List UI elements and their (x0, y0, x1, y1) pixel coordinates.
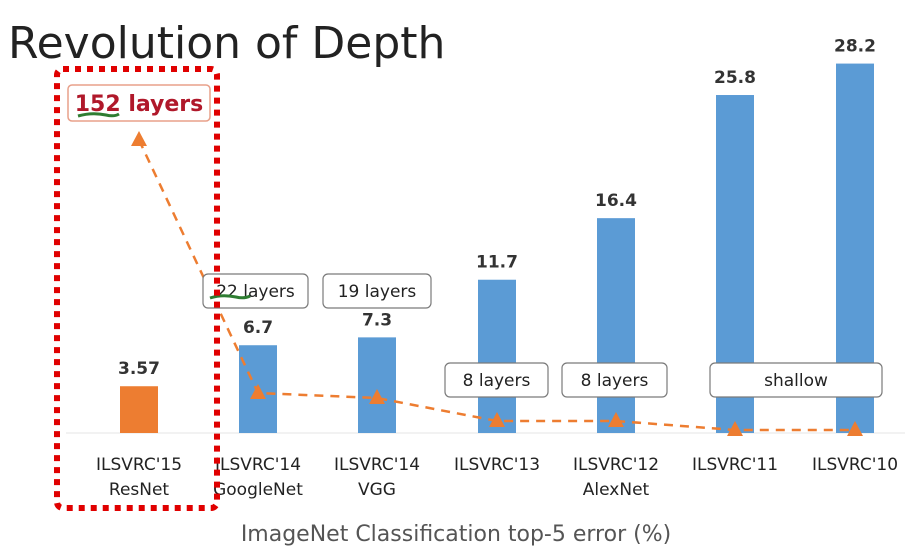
bar-value-label: 28.2 (834, 37, 876, 57)
bar-value-label: 11.7 (476, 253, 518, 273)
layer-label: 22 layers (216, 282, 295, 302)
tick-label: GoogleNet (213, 480, 303, 500)
underline-mark (209, 294, 251, 300)
bar (120, 386, 158, 433)
depth-marker (489, 412, 505, 427)
bar-value-label: 7.3 (362, 310, 392, 330)
layer-box (202, 273, 309, 309)
depth-marker (131, 131, 147, 146)
layer-box (444, 362, 549, 398)
layer-box (709, 362, 883, 398)
layer-box (322, 273, 432, 309)
resnet-layer-box (67, 84, 211, 122)
x-axis-label: ImageNet Classification top-5 error (%) (241, 522, 671, 547)
tick-label: ILSVRC'10 (812, 455, 898, 475)
layer-box (561, 362, 668, 398)
tick-label: VGG (358, 480, 396, 500)
depth-marker (250, 384, 266, 399)
bar-value-label: 6.7 (243, 318, 273, 338)
tick-label: ILSVRC'14 (215, 455, 301, 475)
tick-label: ILSVRC'15 (96, 455, 182, 475)
underline-mark (77, 112, 120, 118)
bar (478, 279, 516, 433)
tick-label: AlexNet (583, 480, 650, 500)
layer-label: shallow (764, 371, 828, 391)
bar (358, 337, 396, 433)
bar-value-label: 16.4 (595, 191, 637, 211)
bar-value-label: 3.57 (118, 359, 160, 379)
depth-marker (369, 389, 385, 404)
tick-label: ILSVRC'11 (692, 455, 778, 475)
chart-title: Revolution of Depth (8, 18, 445, 69)
depth-marker (727, 421, 743, 436)
depth-marker (608, 412, 624, 427)
layer-label: 8 layers (463, 371, 531, 391)
layer-label: 19 layers (338, 282, 417, 302)
bar-value-label: 25.8 (714, 68, 756, 88)
tick-label: ILSVRC'13 (454, 455, 540, 475)
tick-label: ResNet (109, 480, 170, 500)
bar (597, 218, 635, 433)
resnet-highlight-frame (54, 66, 220, 511)
tick-label: ILSVRC'12 (573, 455, 659, 475)
depth-marker (847, 421, 863, 436)
layer-label: 8 layers (581, 371, 649, 391)
tick-label: ILSVRC'14 (334, 455, 420, 475)
